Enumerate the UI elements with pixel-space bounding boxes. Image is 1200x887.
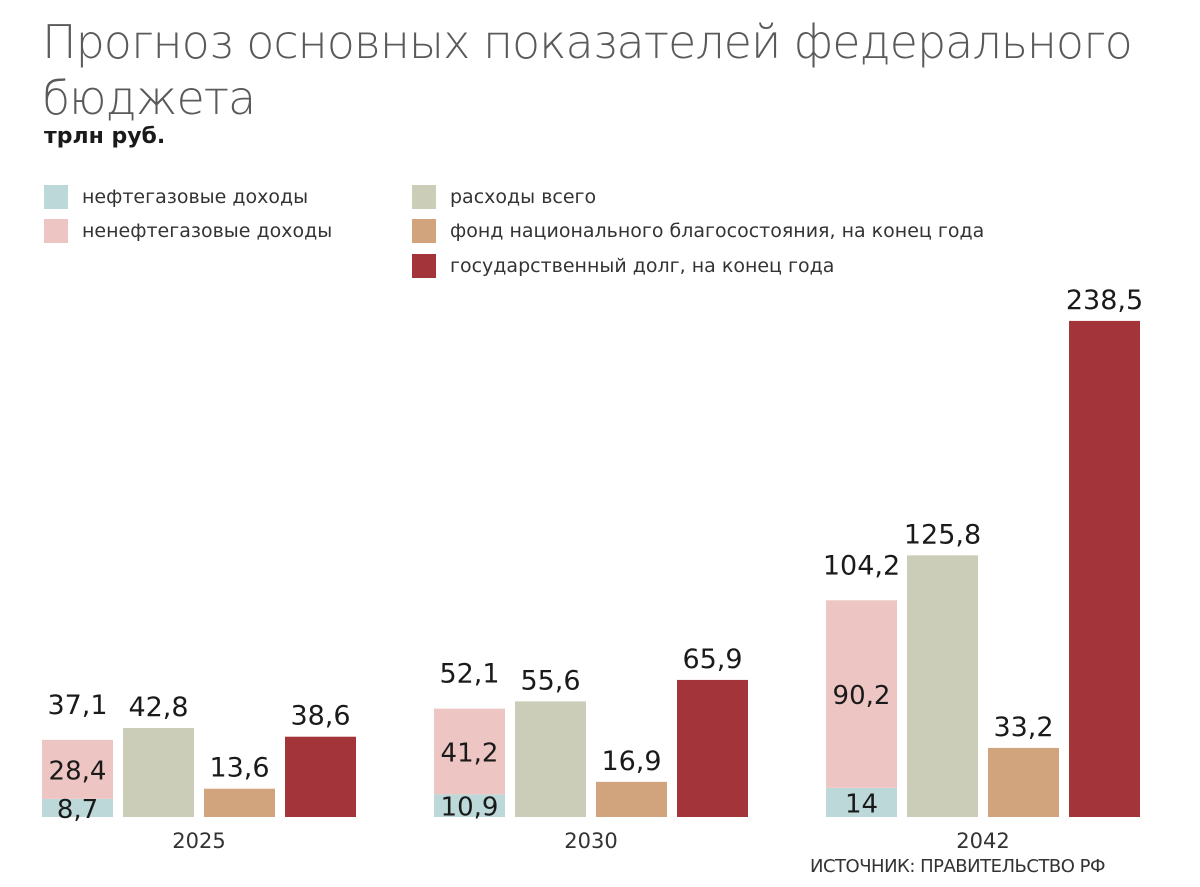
data-label-revenue-total: 104,2 xyxy=(823,550,900,581)
data-label-state-debt: 65,9 xyxy=(682,644,742,675)
data-label-state-debt: 38,6 xyxy=(290,701,350,732)
x-tick-label: 2025 xyxy=(172,829,225,853)
bar-non-oil-gas-revenue xyxy=(42,739,113,799)
legend-label: государственный долг, на конец года xyxy=(450,255,835,277)
bar-national-wealth-fund xyxy=(988,747,1059,817)
legend-item-oil-gas-revenue: нефтегазовые доходы xyxy=(44,184,308,210)
legend-item-national-wealth-fund: фонд национального благосостояния, на ко… xyxy=(412,218,984,244)
legend-item-state-debt: государственный долг, на конец года xyxy=(412,253,834,279)
data-label-national-wealth-fund: 33,2 xyxy=(993,712,1053,743)
bar-total-expenses xyxy=(907,555,978,817)
bar-national-wealth-fund xyxy=(204,788,275,817)
bar-total-expenses xyxy=(515,701,586,817)
data-label-state-debt: 238,5 xyxy=(1066,285,1143,316)
bar-non-oil-gas-revenue xyxy=(434,708,505,795)
data-label-oil-gas: 8,7 xyxy=(57,795,98,825)
data-label-non-oil-gas: 41,2 xyxy=(441,738,499,768)
bar-non-oil-gas-revenue xyxy=(826,600,897,788)
x-tick-label: 2042 xyxy=(956,829,1009,853)
data-label-total-expenses: 125,8 xyxy=(904,519,981,550)
legend-item-total-expenses: расходы всего xyxy=(412,184,596,210)
data-label-national-wealth-fund: 13,6 xyxy=(209,753,269,784)
legend-label: нефтегазовые доходы xyxy=(82,186,309,208)
legend-item-non-oil-gas-revenue: ненефтегазовые доходы xyxy=(44,218,332,244)
bar-state-debt xyxy=(1069,320,1140,817)
x-tick-label: 2030 xyxy=(564,829,617,853)
source-note: ИСТОЧНИК: ПРАВИТЕЛЬСТВО РФ xyxy=(810,856,1106,877)
bar-national-wealth-fund xyxy=(596,781,667,817)
legend-swatch xyxy=(412,254,436,278)
data-label-total-expenses: 42,8 xyxy=(128,692,188,723)
bar-state-debt xyxy=(285,736,356,817)
unit-label: трлн руб. xyxy=(44,124,166,149)
bar-state-debt xyxy=(677,679,748,817)
bar-oil-gas-revenue xyxy=(434,794,505,817)
data-label-oil-gas: 14 xyxy=(845,789,878,819)
data-label-national-wealth-fund: 16,9 xyxy=(601,746,661,777)
bar-oil-gas-revenue xyxy=(826,787,897,817)
data-label-revenue-total: 52,1 xyxy=(439,659,499,690)
data-label-revenue-total: 37,1 xyxy=(47,690,107,721)
legend-swatch xyxy=(412,219,436,243)
bar-total-expenses xyxy=(123,727,194,817)
data-label-total-expenses: 55,6 xyxy=(520,665,580,696)
bar-oil-gas-revenue xyxy=(42,798,113,817)
legend-swatch xyxy=(44,219,68,243)
data-label-oil-gas: 10,9 xyxy=(441,793,499,823)
legend-label: фонд национального благосостояния, на ко… xyxy=(450,220,985,242)
data-label-non-oil-gas: 90,2 xyxy=(833,681,891,711)
legend-swatch xyxy=(44,185,68,209)
legend-label: расходы всего xyxy=(450,186,597,208)
data-label-non-oil-gas: 28,4 xyxy=(49,756,107,786)
legend-label: ненефтегазовые доходы xyxy=(82,220,333,242)
legend-swatch xyxy=(412,185,436,209)
chart-title: Прогноз основных показателей федеральног… xyxy=(42,15,1133,125)
